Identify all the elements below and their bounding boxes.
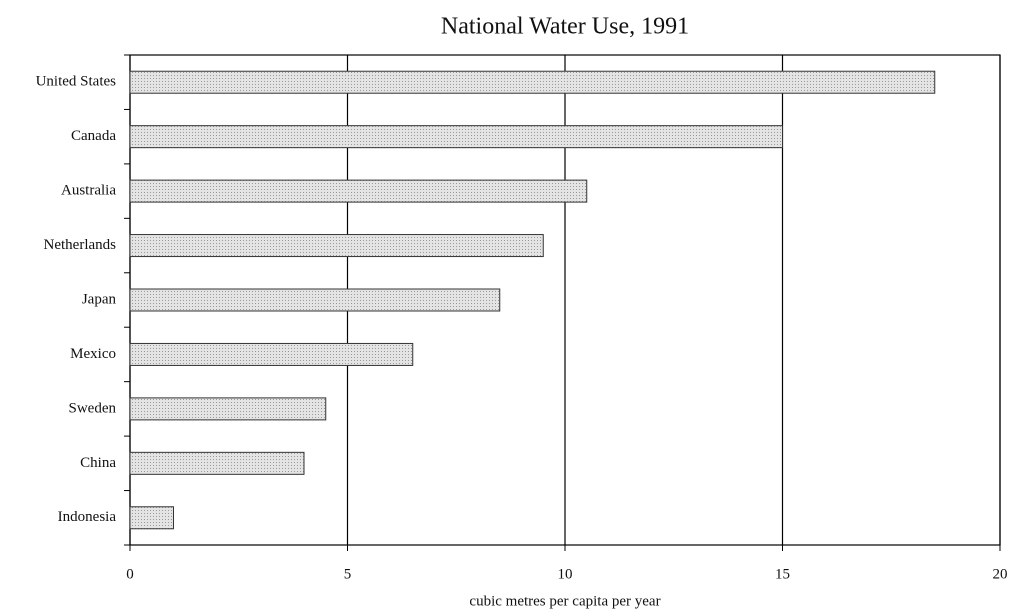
- x-tick-label: 5: [344, 566, 352, 582]
- bar: [129, 451, 305, 475]
- y-tick-label: Indonesia: [58, 509, 117, 525]
- y-tick-label: Japan: [82, 291, 117, 307]
- bar: [129, 288, 501, 312]
- bar: [129, 342, 414, 366]
- y-tick-label: China: [80, 455, 116, 471]
- x-axis-label: cubic metres per capita per year: [469, 593, 660, 609]
- y-tick-label: Mexico: [70, 346, 116, 362]
- bar: [129, 125, 783, 149]
- y-tick-label: United States: [36, 74, 117, 90]
- y-tick-label: Sweden: [69, 400, 117, 416]
- y-tick-label: Canada: [71, 128, 116, 144]
- chart-title: National Water Use, 1991: [441, 14, 689, 40]
- x-tick-label: 20: [993, 566, 1008, 582]
- x-tick-label: 0: [126, 566, 134, 582]
- x-tick-label: 15: [775, 566, 790, 582]
- x-tick-label: 10: [558, 566, 573, 582]
- y-tick-label: Netherlands: [44, 237, 117, 253]
- bar: [129, 397, 327, 421]
- bar: [129, 506, 174, 530]
- bar: [129, 234, 544, 258]
- bar: [129, 70, 936, 94]
- bar: [129, 179, 588, 203]
- y-tick-label: Australia: [61, 183, 116, 199]
